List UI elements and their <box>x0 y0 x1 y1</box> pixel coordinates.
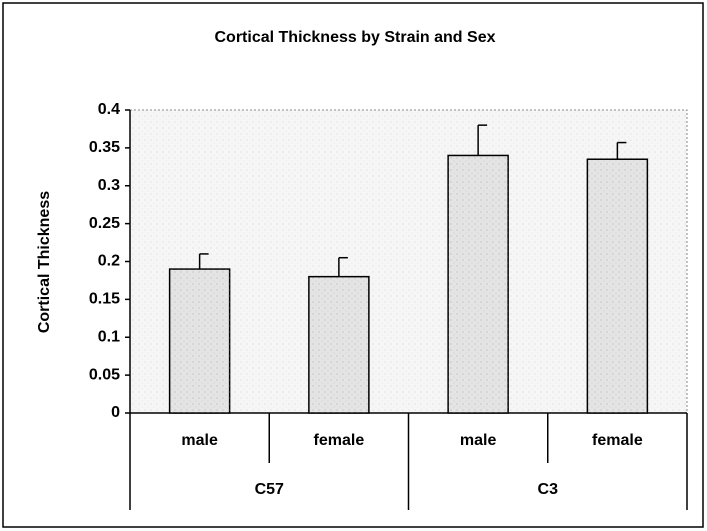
y-tick-label: 0.35 <box>89 139 120 156</box>
y-tick-label: 0.3 <box>98 177 120 194</box>
bar <box>586 158 649 414</box>
group-label: C57 <box>255 481 284 498</box>
x-tick-label: female <box>592 432 643 449</box>
y-tick-label: 0.15 <box>89 291 120 308</box>
y-tick-label: 0.4 <box>98 101 120 118</box>
y-axis-label: Cortical Thickness <box>36 191 53 333</box>
y-tick-label: 0.25 <box>89 215 120 232</box>
x-tick-label: male <box>460 432 497 449</box>
bar <box>168 268 231 414</box>
y-tick-label: 0 <box>111 404 120 421</box>
y-tick-label: 0.05 <box>89 366 120 383</box>
x-tick-label: female <box>314 432 365 449</box>
chart-title: Cortical Thickness by Strain and Sex <box>215 29 496 46</box>
y-tick-label: 0.2 <box>98 253 120 270</box>
bar <box>308 275 370 414</box>
bar <box>447 154 509 414</box>
group-label: C3 <box>538 481 559 498</box>
y-tick-label: 0.1 <box>98 328 120 345</box>
x-tick-label: male <box>181 432 218 449</box>
